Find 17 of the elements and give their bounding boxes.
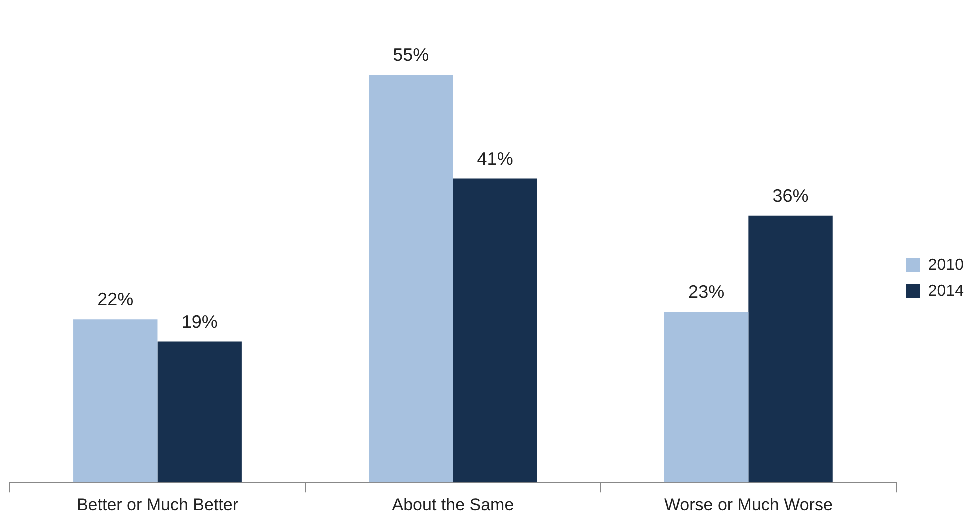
legend-label: 2014 — [928, 282, 964, 300]
x-tick-label: About the Same — [392, 495, 514, 514]
data-label: 23% — [688, 282, 725, 302]
bar — [158, 342, 242, 483]
bar — [453, 178, 538, 483]
x-tick-label: Worse or Much Worse — [664, 495, 833, 514]
bar — [748, 216, 833, 483]
data-label: 36% — [772, 186, 809, 206]
bar — [74, 320, 158, 483]
legend-label: 2010 — [928, 256, 964, 274]
data-label: 19% — [182, 312, 218, 332]
bar — [368, 75, 454, 483]
data-label: 55% — [393, 45, 430, 66]
data-label: 41% — [477, 148, 514, 169]
data-label: 22% — [98, 290, 134, 310]
x-tick-label: Better or Much Better — [76, 495, 239, 514]
bar — [664, 312, 749, 483]
